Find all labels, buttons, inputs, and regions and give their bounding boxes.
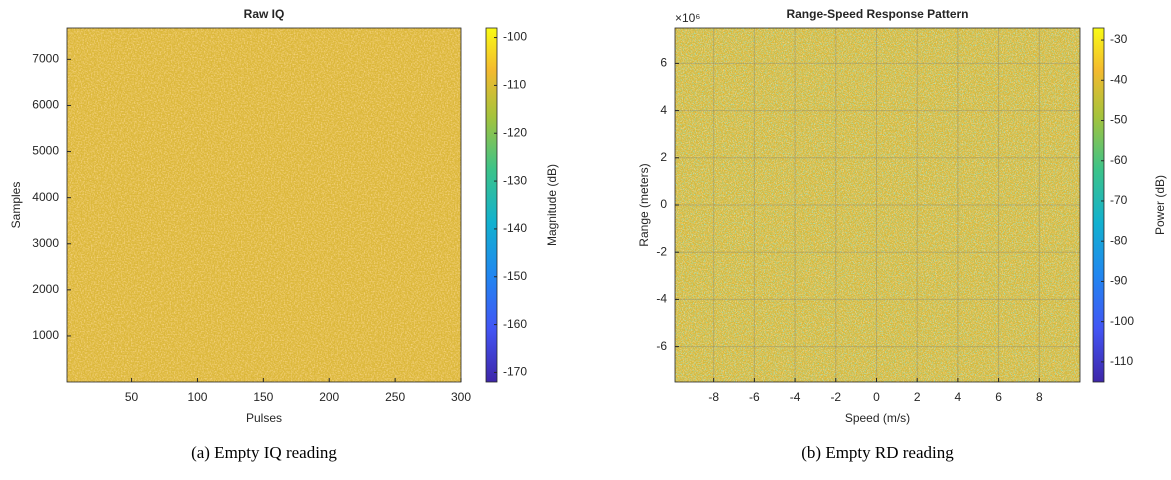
colorbar-tick-label: -150 (503, 269, 527, 283)
colorbar-tick-label: -100 (503, 30, 527, 44)
x-tick-label: 50 (125, 390, 139, 404)
colorbar-label: Magnitude (dB) (545, 164, 559, 246)
y-tick-label: 2 (660, 150, 667, 164)
y-tick-label: 3000 (32, 236, 59, 250)
colorbar-tick-label: -170 (503, 365, 527, 379)
x-tick-label: -4 (790, 390, 801, 404)
x-axis-label: Speed (m/s) (845, 411, 910, 425)
colorbar-tick-label: -50 (1110, 113, 1128, 127)
x-tick-label: -2 (830, 390, 841, 404)
axes-box (66, 27, 462, 383)
x-tick-label: 8 (1036, 390, 1043, 404)
y-tick-label: 7000 (32, 52, 59, 66)
colorbar-tick-label: -90 (1110, 274, 1128, 288)
chart-title: Range-Speed Response Pattern (786, 7, 968, 21)
colorbar-tick-label: -160 (503, 317, 527, 331)
x-tick-label: 250 (385, 390, 405, 404)
colorbar-label: Power (dB) (1153, 175, 1167, 235)
x-tick-label: 4 (955, 390, 962, 404)
x-tick-label: 150 (253, 390, 273, 404)
colorbar-tick-label: -30 (1110, 32, 1128, 46)
caption: (b) Empty RD reading (801, 443, 954, 462)
colorbar-tick-label: -130 (503, 173, 527, 187)
x-tick-label: 300 (451, 390, 471, 404)
y-axis-label: Samples (9, 182, 23, 229)
y-tick-label: 0 (660, 197, 667, 211)
colorbar-tick-label: -80 (1110, 233, 1128, 247)
y-exponent: ×10⁶ (675, 11, 700, 25)
colorbar-tick-label: -110 (1110, 354, 1133, 368)
x-tick-label: 6 (995, 390, 1002, 404)
x-tick-label: 200 (319, 390, 339, 404)
x-tick-label: -8 (708, 390, 719, 404)
colorbar (1092, 27, 1105, 383)
heatmap-texture (67, 28, 461, 382)
colorbar (485, 27, 498, 383)
x-tick-label: -6 (749, 390, 760, 404)
y-tick-label: -4 (656, 292, 667, 306)
y-tick-label: 5000 (32, 144, 59, 158)
caption: (a) Empty IQ reading (191, 443, 337, 462)
y-tick-label: 6 (660, 56, 667, 70)
colorbar-tick-label: -40 (1110, 72, 1128, 86)
axes-box (674, 27, 1081, 383)
y-tick-label: -2 (656, 244, 667, 258)
colorbar-tick-label: -60 (1110, 153, 1128, 167)
x-axis-label: Pulses (246, 411, 282, 425)
y-tick-label: 6000 (32, 98, 59, 112)
y-tick-label: -6 (656, 339, 667, 353)
x-tick-label: 2 (914, 390, 921, 404)
heatmap-texture (675, 28, 1080, 382)
y-tick-label: 4 (660, 103, 667, 117)
colorbar-tick-label: -120 (503, 125, 527, 139)
colorbar-tick-label: -100 (1110, 314, 1134, 328)
x-tick-label: 100 (187, 390, 207, 404)
colorbar-tick-label: -70 (1110, 193, 1128, 207)
y-tick-label: 2000 (32, 282, 59, 296)
y-axis-label: Range (meters) (637, 163, 651, 246)
x-tick-label: 0 (873, 390, 880, 404)
colorbar-tick-label: -110 (503, 78, 526, 92)
chart-title: Raw IQ (244, 7, 285, 21)
colorbar-tick-label: -140 (503, 221, 527, 235)
y-tick-label: 1000 (32, 328, 59, 342)
y-tick-label: 4000 (32, 190, 59, 204)
